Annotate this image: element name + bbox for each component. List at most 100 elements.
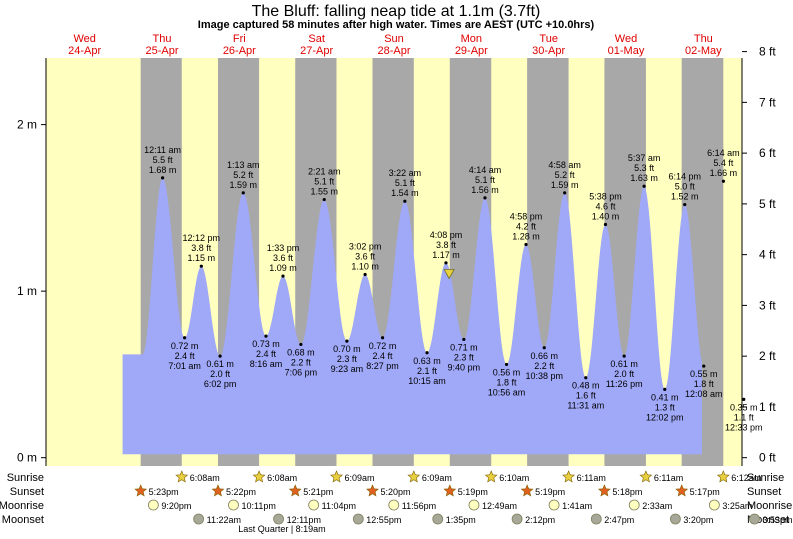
high-tide-point [363,272,367,277]
low-tide-height-ft: 1.8 ft [694,379,715,389]
moonset-time: 12:55pm [366,515,401,525]
high-tide-point [281,274,285,278]
sunrise-icon [562,470,576,483]
sunset-time: 5:19pm [458,487,488,497]
sunset-icon [211,484,225,497]
moonset-icon [590,513,602,525]
low-tide-height-m: 0.61 m [610,359,638,369]
sunrise-icon [639,470,653,483]
low-tide-point [742,397,746,401]
sunset-time: 5:20pm [381,487,411,497]
right-tick-label: 2 ft [759,349,776,363]
high-tide-point [403,199,407,203]
sunset-icon [520,484,534,497]
high-tide-height-m: 1.52 m [671,192,699,202]
high-tide-point [721,179,726,183]
low-tide-time: 9:40 pm [448,362,481,372]
low-tide-height-ft: 2.2 ft [534,361,555,371]
moonrise-icon [628,499,640,511]
sunset-icon [134,484,148,497]
sunset-icon [443,484,457,497]
high-tide-point [483,196,487,200]
high-tide-height-ft: 5.4 ft [713,158,734,168]
low-tide-point [380,336,385,340]
day-name-label: Mon [461,33,482,45]
date-label: 01-May [608,45,645,57]
high-tide-height-ft: 5.3 ft [634,163,655,173]
moonrise-icon [228,499,239,511]
moonset-row-label-left: Moonset [2,514,44,526]
low-tide-height-ft: 2.3 ft [337,354,358,364]
sunset-icon [366,484,379,497]
low-tide-time: 8:16 am [250,359,283,369]
sunset-time: 5:21pm [303,487,333,497]
sunset-row-label-right: Sunset [747,486,781,498]
date-label: 29-Apr [455,45,488,57]
date-label: 25-Apr [145,45,178,57]
left-tick-label: 2 m [17,118,37,132]
day-name-label: Sat [308,33,325,45]
sunrise-row-label-left: Sunrise [7,472,44,484]
low-tide-point [504,362,509,367]
sunrise-icon [175,470,189,483]
moonset-icon [352,513,364,525]
low-tide-height-ft: 2.0 ft [614,369,635,379]
high-tide-time: 4:08 pm [430,230,463,240]
low-tide-height-m: 0.71 m [450,342,478,352]
low-tide-height-ft: 2.4 ft [175,351,196,361]
low-tide-height-ft: 2.2 ft [291,357,312,367]
moonset-icon [193,513,205,525]
high-tide-time: 12:11 am [144,145,181,155]
low-tide-height-m: 0.61 m [206,359,234,369]
high-tide-time: 6:14 pm [668,172,701,182]
low-tide-point [425,351,429,355]
low-tide-point [663,387,667,391]
tide-area [122,178,703,455]
low-tide-time: 10:38 pm [525,371,563,381]
low-tide-time: 12:33 pm [725,422,763,432]
moonrise-icon [468,499,480,511]
sunrise-icon [484,470,498,483]
high-tide-point [322,197,326,202]
moonrise-icon [548,499,560,511]
high-tide-time: 2:21 am [308,167,341,177]
low-tide-height-ft: 2.4 ft [373,351,394,361]
high-tide-height-m: 1.40 m [592,212,620,222]
high-tide-time: 4:58 am [548,160,581,170]
right-tick-label: 4 ft [759,248,776,262]
low-tide-time: 12:08 am [685,389,723,399]
low-tide-time: 6:02 pm [204,379,237,389]
low-tide-time: 11:31 am [567,401,604,411]
sunrise-icon [716,470,730,483]
high-tide-point [160,176,165,180]
high-tide-height-ft: 5.1 ft [395,178,416,188]
right-tick-label: 5 ft [759,197,776,211]
moonset-icon [511,513,523,525]
high-tide-height-ft: 4.2 ft [516,222,537,232]
moonset-time: 1:35pm [446,515,476,525]
moonset-time: 2:47pm [604,515,634,525]
high-tide-height-ft: 3.6 ft [273,253,294,263]
moonrise-icon [708,499,720,511]
moonset-icon [432,513,444,525]
low-tide-point [542,346,546,350]
high-tide-height-ft: 5.2 ft [555,170,576,180]
low-tide-point [702,364,706,368]
day-name-label: Tue [539,33,558,45]
moonset-icon [669,513,681,525]
moonrise-icon [388,499,400,511]
day-name-label: Fri [233,33,246,45]
moonrise-row-label-left: Moonrise [0,500,44,512]
high-tide-height-m: 1.59 m [551,180,579,190]
date-label: 28-Apr [377,45,410,57]
high-tide-height-ft: 4.6 ft [595,202,616,212]
moonrise-time: 10:11pm [241,501,275,511]
sunset-icon [675,484,689,497]
right-tick-label: 6 ft [759,146,776,160]
moonset-icon [749,513,760,525]
low-tide-point [218,354,222,358]
low-tide-point [462,337,466,342]
low-tide-height-m: 0.68 m [287,347,315,357]
sunset-time: 5:22pm [226,487,256,497]
high-tide-height-m: 1.17 m [432,250,460,260]
